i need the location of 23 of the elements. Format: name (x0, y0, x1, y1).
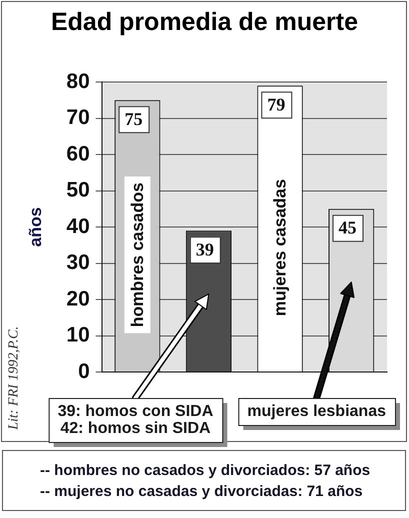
text: -- mujeres no casadas y divorciadas: 71 años (40, 483, 363, 500)
y-tick-label: 40 (66, 214, 90, 238)
y-tick-label: 10 (66, 324, 90, 347)
x-tick-label: mujeres lesbianas (247, 402, 386, 420)
y-tick-label: 20 (66, 287, 90, 310)
y-tick-label: 80 (66, 70, 90, 93)
y-tick-label: 50 (66, 178, 90, 202)
data-label: 39 (196, 239, 214, 260)
text: -- hombres no casados y divorciados: 57 años (40, 462, 370, 480)
y-tick-label: 60 (66, 142, 90, 166)
x-tick-label: hombres casados (128, 182, 148, 328)
data-label: 75 (124, 108, 143, 129)
y-tick-label: 0 (78, 360, 90, 383)
text: Lit: FRI 1992,P.C. (6, 326, 22, 431)
data-label: 79 (267, 94, 286, 114)
data-label: 45 (338, 218, 357, 238)
text: 42: homos sin SIDA (60, 420, 212, 437)
y-axis-title: años (26, 207, 45, 247)
chart-title: Edad promedia de muerte (50, 8, 358, 36)
y-tick-label: 70 (66, 106, 90, 130)
x-tick-label: mujeres casadas (270, 179, 290, 316)
y-tick-label: 30 (66, 251, 90, 274)
text: 39: homos con SIDA (58, 402, 214, 420)
